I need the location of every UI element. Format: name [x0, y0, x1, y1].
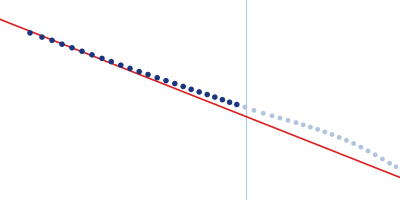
Point [39, 35, 45, 39]
Point [314, 128, 321, 131]
Point [49, 39, 55, 42]
Point [79, 50, 85, 53]
Point [269, 114, 275, 117]
Point [242, 105, 248, 109]
Point [163, 79, 169, 82]
Point [27, 31, 33, 35]
Point [277, 116, 283, 120]
Point [386, 162, 393, 165]
Point [226, 101, 233, 104]
Point [343, 139, 350, 142]
Point [196, 90, 202, 94]
Point [260, 112, 266, 115]
Point [204, 93, 210, 96]
Point [234, 103, 240, 106]
Point [127, 67, 133, 70]
Point [118, 64, 124, 67]
Point [212, 95, 218, 99]
Point [154, 76, 160, 79]
Point [172, 82, 178, 85]
Point [300, 123, 306, 126]
Point [136, 70, 142, 73]
Point [99, 57, 105, 60]
Point [285, 119, 291, 122]
Point [307, 125, 314, 129]
Point [336, 136, 342, 139]
Point [219, 98, 226, 101]
Point [59, 43, 65, 46]
Point [89, 53, 95, 56]
Point [108, 60, 114, 63]
Point [293, 121, 299, 124]
Point [188, 88, 194, 91]
Point [329, 133, 335, 136]
Point [393, 165, 399, 168]
Point [69, 46, 75, 49]
Point [379, 157, 386, 161]
Point [350, 142, 357, 145]
Point [145, 73, 151, 76]
Point [322, 130, 328, 134]
Point [251, 109, 257, 112]
Point [365, 149, 371, 153]
Point [358, 145, 364, 149]
Point [372, 153, 378, 156]
Point [180, 85, 186, 88]
